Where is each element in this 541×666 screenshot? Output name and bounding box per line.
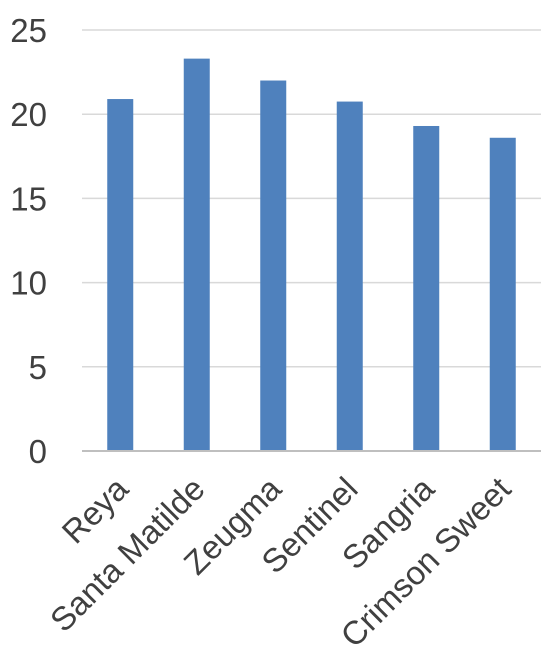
y-tick-label-2: 10 (10, 265, 47, 302)
y-tick-label-5: 25 (10, 12, 47, 49)
y-tick-label-0: 0 (29, 433, 47, 470)
y-tick-label-4: 20 (10, 96, 47, 133)
bar-0 (107, 99, 134, 451)
bar-4 (413, 125, 440, 451)
y-tick-label-1: 5 (29, 349, 47, 386)
bar-2 (260, 80, 287, 452)
y-tick-label-3: 15 (10, 180, 47, 217)
gridlines (82, 29, 541, 368)
y-tick-labels: 0 5 10 15 20 25 (10, 12, 47, 470)
bar-5 (489, 137, 516, 451)
bar-1 (183, 58, 210, 452)
bars (107, 58, 516, 452)
bar-3 (336, 101, 363, 451)
